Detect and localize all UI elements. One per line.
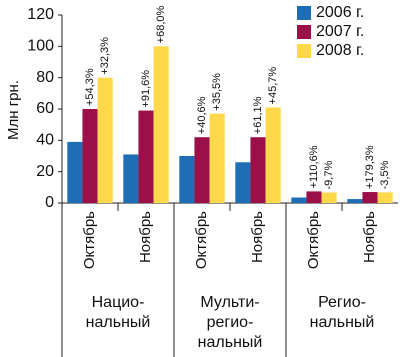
group-label: Регио-	[318, 294, 366, 311]
bar	[235, 162, 251, 203]
bar	[291, 197, 307, 203]
y-tick-label: 120	[27, 6, 54, 23]
legend-swatch	[297, 6, 311, 20]
y-axis-label: Млн грн.	[5, 80, 22, 140]
change-label: +61,1%	[252, 96, 264, 134]
bar	[123, 154, 139, 203]
x-tick-label: Ноябрь	[361, 211, 378, 263]
legend-label: 2007 г.	[316, 23, 364, 40]
bar	[82, 109, 98, 203]
y-tick-label: 40	[36, 132, 54, 149]
change-label: +91,6%	[140, 70, 152, 108]
group-label: нальный	[310, 314, 375, 331]
change-label: +40,6%	[196, 96, 208, 134]
group-label: регио-	[207, 314, 254, 331]
legend-swatch	[297, 25, 311, 39]
y-tick-label: 80	[36, 69, 54, 86]
group-label: Нацио-	[92, 294, 145, 311]
change-label: +68,0%	[155, 6, 167, 44]
x-tick-label: Ноябрь	[137, 211, 154, 263]
bar	[138, 110, 154, 203]
x-tick-label: Октябрь	[81, 211, 98, 269]
change-label: +110,6%	[308, 145, 320, 188]
bar	[153, 46, 169, 204]
group-label: Мульти-	[200, 294, 259, 311]
x-tick-label: Октябрь	[305, 211, 322, 269]
bar	[362, 192, 378, 203]
change-label: +35,5%	[211, 73, 223, 111]
bar	[67, 141, 83, 203]
change-label: +179,3%	[364, 145, 376, 189]
legend-label: 2006 г.	[316, 4, 364, 21]
x-tick-label: Ноябрь	[249, 211, 266, 263]
change-label: +45,7%	[267, 67, 279, 105]
group-label: нальный	[86, 314, 151, 331]
change-label: -9,7%	[323, 161, 335, 190]
group-label: нальный	[198, 334, 263, 351]
y-tick-label: 20	[36, 163, 54, 180]
legend-label: 2008 г.	[316, 42, 364, 59]
bar	[194, 137, 210, 203]
bar	[179, 156, 195, 203]
legend-swatch	[297, 44, 311, 58]
bar	[209, 113, 225, 203]
change-label: +32,3%	[99, 37, 111, 75]
x-tick-label: Октябрь	[193, 211, 210, 269]
bar	[306, 191, 322, 203]
change-label: -3,5%	[379, 160, 391, 189]
bar	[265, 107, 281, 203]
y-tick-label: 0	[45, 194, 54, 211]
change-label: +54,3%	[84, 68, 96, 106]
bar	[347, 199, 363, 203]
bar	[250, 137, 266, 203]
bar	[377, 192, 393, 203]
y-tick-label: 100	[27, 38, 54, 55]
bar	[321, 192, 337, 203]
y-tick-label: 60	[36, 100, 54, 117]
bar	[97, 77, 113, 203]
